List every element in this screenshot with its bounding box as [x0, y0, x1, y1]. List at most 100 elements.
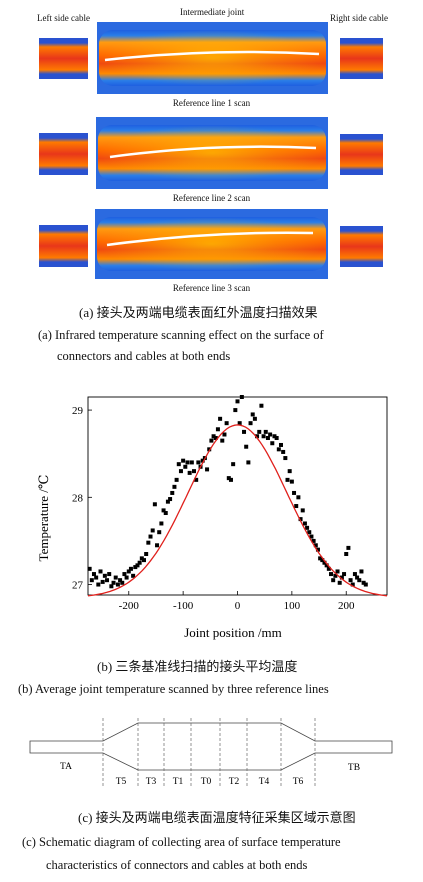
x-tick-label: 0	[235, 600, 241, 612]
data-point	[200, 458, 205, 463]
data-point	[165, 499, 170, 504]
gaussian-fit-curve	[87, 424, 388, 597]
data-point	[213, 435, 218, 440]
data-point	[346, 545, 351, 550]
data-point	[185, 460, 190, 465]
panel-a-caption-cn: (a) 接头及两端电缆表面红外温度扫描效果	[79, 305, 318, 320]
section-label-t6: T6	[293, 777, 304, 787]
data-point	[287, 469, 292, 474]
panel-c-caption-en-2: characteristics of connectors and cables…	[46, 858, 308, 872]
data-point	[307, 530, 312, 535]
axis-ticks: -200 -100 0 100 200 27 28 29	[72, 405, 355, 612]
data-point	[337, 580, 342, 585]
plot-border	[87, 396, 388, 596]
data-point	[322, 560, 327, 565]
left-cable-label: Left side cable	[37, 13, 90, 23]
data-point	[192, 469, 197, 474]
data-point	[224, 421, 229, 426]
data-point	[274, 435, 279, 440]
data-point	[342, 572, 347, 577]
data-point	[315, 547, 320, 552]
data-point	[207, 447, 212, 452]
data-point	[320, 558, 325, 563]
data-point	[333, 573, 338, 578]
data-points	[87, 395, 368, 589]
data-point	[278, 442, 283, 447]
plot-frame	[87, 396, 388, 596]
data-point	[131, 573, 136, 578]
data-point	[115, 582, 120, 587]
panel-a-caption-en-2: connectors and cables at both ends	[57, 349, 231, 363]
data-point	[170, 490, 175, 495]
section-label-t3: T3	[146, 777, 157, 787]
y-tick-label: 28	[72, 492, 84, 504]
data-point	[118, 578, 123, 583]
data-point	[296, 495, 301, 500]
data-point	[259, 403, 264, 408]
data-point	[189, 460, 194, 465]
panel-b-caption-en: (b) Average joint temperature scanned by…	[18, 682, 329, 696]
data-point	[359, 569, 364, 574]
data-point	[183, 464, 188, 469]
left-cable-thermal-image	[39, 225, 88, 267]
data-point	[124, 575, 129, 580]
data-point	[113, 575, 118, 580]
data-point	[305, 525, 310, 530]
joint-thermal-image	[95, 209, 328, 279]
data-point	[205, 467, 210, 472]
scan-label-3: Reference line 3 scan	[172, 283, 251, 293]
data-point	[348, 578, 353, 583]
data-point	[126, 569, 131, 574]
data-point	[298, 517, 303, 522]
section-label-t0: T0	[201, 777, 212, 787]
data-point	[283, 456, 288, 461]
data-point	[122, 572, 127, 577]
data-point	[152, 502, 157, 507]
data-point	[209, 438, 214, 443]
data-point	[272, 434, 277, 439]
data-point	[313, 543, 318, 548]
data-point	[252, 416, 257, 421]
data-point	[270, 441, 275, 446]
data-point	[91, 572, 96, 577]
data-point	[111, 580, 116, 585]
data-point	[139, 556, 144, 561]
data-point	[255, 434, 260, 439]
right-cable-thermal-image	[340, 38, 383, 79]
panel-c-caption-cn: (c) 接头及两端电缆表面温度特征采集区域示意图	[78, 810, 356, 825]
data-point	[357, 578, 362, 583]
data-point	[355, 575, 360, 580]
data-point	[137, 560, 142, 565]
left-cable-thermal-image	[39, 38, 88, 79]
scan-label-2: Reference line 2 scan	[172, 193, 251, 203]
data-point	[94, 575, 99, 580]
data-point	[242, 429, 247, 434]
x-tick-label: 100	[284, 600, 301, 612]
data-point	[318, 556, 323, 561]
data-point	[150, 528, 155, 533]
section-label-tb: TB	[348, 763, 360, 773]
data-point	[352, 572, 357, 577]
section-label-t4: T4	[259, 777, 270, 787]
data-point	[363, 582, 368, 587]
data-point	[146, 540, 151, 545]
left-cable-thermal-image	[39, 133, 88, 175]
temperature-chart: -200 -100 0 100 200 27 28 29 Joint position /mm…	[36, 395, 388, 640]
data-point	[226, 476, 231, 481]
data-point	[178, 469, 183, 474]
section-label-t2: T2	[229, 777, 240, 787]
data-point	[239, 395, 244, 399]
data-point	[211, 434, 216, 439]
panel-b-caption-cn: (b) 三条基准线扫描的接头平均温度	[97, 659, 298, 674]
data-point	[339, 575, 344, 580]
right-cable-thermal-image	[340, 134, 383, 175]
data-point	[176, 462, 181, 467]
data-point	[157, 530, 162, 535]
section-dividers	[102, 718, 316, 787]
data-point	[135, 563, 140, 568]
data-point	[107, 572, 112, 577]
joint-thermal-image	[97, 22, 328, 94]
data-point	[174, 477, 179, 482]
data-point	[233, 408, 238, 413]
data-point	[326, 566, 331, 571]
